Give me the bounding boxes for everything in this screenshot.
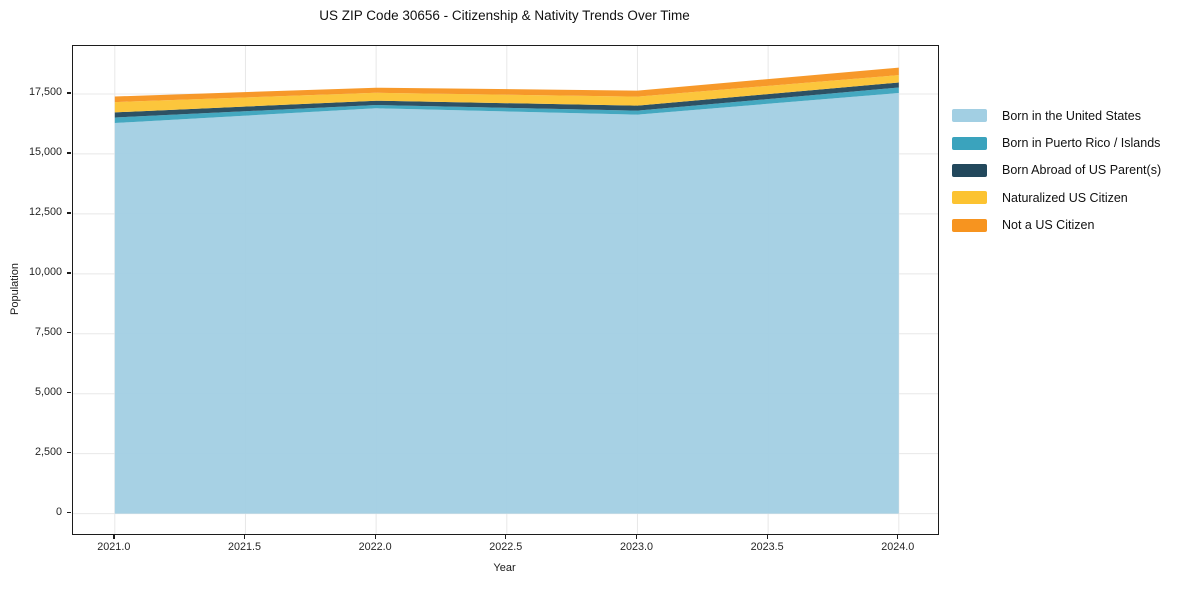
y-tick-mark [66,512,71,514]
legend-item-not-a-us-citizen: Not a US Citizen [952,212,1161,239]
legend-label: Born in Puerto Rico / Islands [1002,136,1161,151]
y-tick-mark [66,212,71,214]
y-tick-label: 2,500 [34,445,62,458]
area-not-a-us-citizen [114,67,899,103]
legend-item-naturalized-us-citizen: Naturalized US Citizen [952,184,1161,211]
x-tick-mark [243,534,246,539]
x-tick-mark [635,534,638,539]
y-tick-mark [66,452,71,454]
y-tick-mark [66,272,71,274]
y-tick-label: 5,000 [34,385,62,398]
x-tick-label: 2024.0 [881,541,915,553]
y-axis-label: Population [9,263,21,315]
chart-title: US ZIP Code 30656 - Citizenship & Nativi… [319,8,690,23]
legend-item-born-in-the-united-states: Born in the United States [952,102,1161,129]
y-tick-label: 0 [55,505,62,518]
legend-swatch-icon [952,163,987,177]
x-tick-label: 2023.5 [750,541,784,553]
y-tick-label: 7,500 [34,325,62,338]
legend-label: Not a US Citizen [1002,218,1095,233]
x-tick-label: 2021.0 [97,541,131,553]
x-tick-label: 2021.5 [227,541,261,553]
y-tick-label: 10,000 [28,265,62,278]
area-born-in-the-united-states [114,93,899,514]
legend-swatch-icon [952,218,987,232]
y-tick-mark [66,392,71,394]
y-tick-mark [66,332,71,334]
legend-swatch-icon [952,191,987,205]
legend-swatch-icon [952,109,987,123]
area-born-in-puerto-rico-islands [114,87,899,123]
x-tick-mark [766,534,768,539]
y-tick-label: 15,000 [28,145,62,158]
legend-item-born-in-puerto-rico-islands: Born in Puerto Rico / Islands [952,129,1161,156]
y-tick-label: 12,500 [28,205,62,218]
x-tick-mark [505,534,507,539]
area-born-abroad-of-us-parent-s [114,82,899,118]
x-tick-mark [113,534,115,539]
x-axis-label: Year [493,562,516,574]
legend-item-born-abroad-of-us-parent-s: Born Abroad of US Parent(s) [952,157,1161,184]
plot-area [72,45,939,535]
x-tick-label: 2023.0 [619,541,653,553]
stacked-area-plot [73,46,938,534]
legend-label: Born in the United States [1002,108,1141,123]
x-tick-mark [374,534,376,539]
y-tick-mark [66,152,71,154]
y-tick-label: 17,500 [28,85,62,98]
x-tick-mark [897,534,899,539]
legend-swatch-icon [952,136,987,150]
y-tick-mark [66,92,71,94]
legend: Born in the United States Born in Puerto … [952,102,1161,239]
area-naturalized-us-citizen [114,75,899,113]
x-tick-label: 2022.0 [358,541,392,553]
legend-label: Born Abroad of US Parent(s) [1002,163,1162,178]
legend-label: Naturalized US Citizen [1002,190,1128,205]
x-tick-label: 2022.5 [489,541,523,553]
